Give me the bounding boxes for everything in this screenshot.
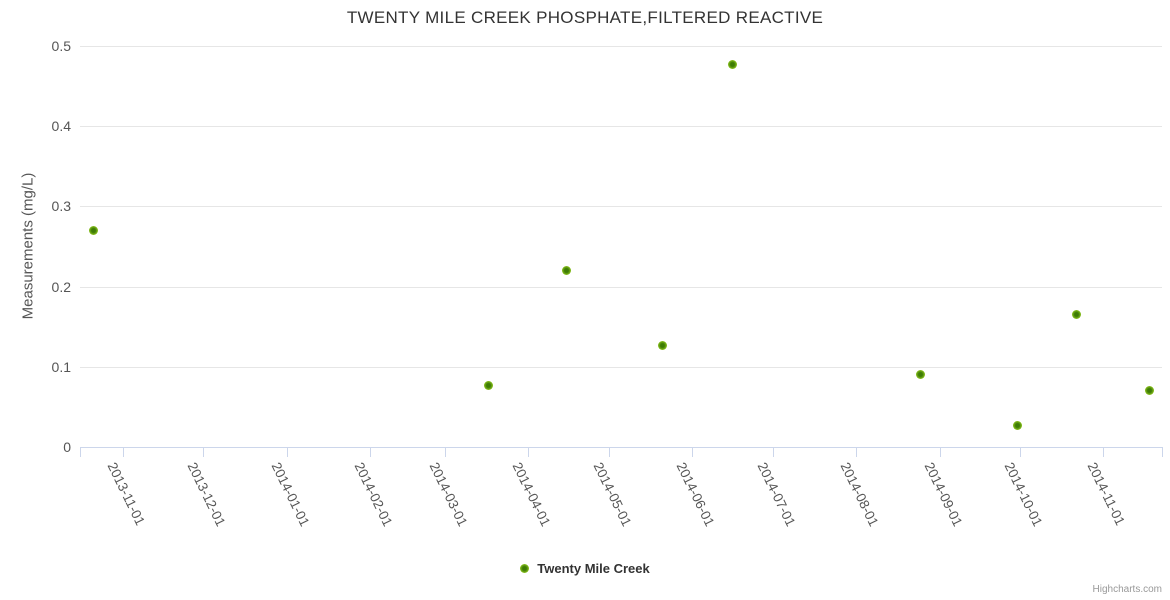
x-axis-tick: [203, 447, 204, 457]
x-axis-label: 2014-09-01: [921, 460, 965, 529]
y-gridline: [80, 126, 1162, 128]
y-axis-title: Measurements (mg/L): [19, 172, 37, 320]
x-axis-tick: [528, 447, 529, 457]
x-axis-label: 2014-10-01: [1001, 460, 1046, 529]
x-axis-tick: [856, 447, 857, 457]
y-axis-label: 0.1: [51, 358, 71, 375]
x-axis-tick: [773, 447, 774, 457]
data-point[interactable]: [483, 380, 493, 390]
x-axis-tick: [445, 447, 446, 457]
legend-item[interactable]: Twenty Mile Creek: [520, 561, 650, 576]
legend: Twenty Mile Creek: [0, 561, 1170, 576]
legend-label: Twenty Mile Creek: [537, 561, 650, 576]
data-point[interactable]: [561, 266, 571, 276]
y-axis-label: 0.5: [51, 38, 71, 54]
x-axis-label: 2014-05-01: [590, 460, 635, 529]
data-point[interactable]: [1144, 385, 1154, 395]
x-axis-tick: [287, 447, 288, 457]
data-point[interactable]: [916, 370, 926, 380]
y-axis-label: 0.2: [51, 278, 71, 295]
data-point[interactable]: [1072, 310, 1082, 320]
y-gridline: [80, 46, 1162, 47]
y-gridline: [80, 206, 1162, 208]
x-axis-label: 2014-08-01: [837, 460, 882, 529]
x-axis-tick: [692, 447, 693, 457]
x-axis-label: 2014-07-01: [754, 460, 799, 529]
y-axis-label: 0: [63, 439, 71, 455]
x-axis-label: 2014-02-01: [351, 460, 396, 529]
x-axis-tick: [1020, 447, 1021, 457]
x-axis-label: 2014-01-01: [268, 460, 312, 529]
data-point[interactable]: [88, 225, 98, 235]
x-axis-label: 2014-11-01: [1084, 460, 1129, 528]
x-axis-tick: [1103, 447, 1104, 457]
x-axis-label: 2014-06-01: [673, 460, 718, 529]
y-gridline: [80, 366, 1162, 368]
x-axis-label: 2013-12-01: [184, 460, 229, 529]
x-axis-line: [80, 447, 1162, 448]
x-axis-tick: [123, 447, 124, 457]
y-axis-label: 0.4: [51, 118, 71, 135]
x-axis-tick: [609, 447, 610, 457]
legend-marker-icon: [520, 564, 530, 573]
y-gridline: [80, 286, 1162, 288]
x-axis-tick: [80, 447, 81, 457]
x-axis-label: 2013-11-01: [104, 460, 148, 528]
x-axis-label: 2014-03-01: [426, 460, 471, 529]
highcharts-credits-link[interactable]: Highcharts.com: [1092, 584, 1162, 595]
x-axis-tick: [1162, 447, 1163, 457]
x-axis-tick: [370, 447, 371, 457]
chart-title: TWENTY MILE CREEK PHOSPHATE,FILTERED REA…: [346, 8, 824, 27]
x-axis-label: 2014-04-01: [509, 460, 554, 529]
data-point[interactable]: [1012, 420, 1022, 430]
y-axis-label: 0.3: [51, 198, 71, 215]
data-point[interactable]: [728, 59, 738, 69]
data-point[interactable]: [658, 341, 668, 351]
x-axis-tick: [940, 447, 941, 457]
